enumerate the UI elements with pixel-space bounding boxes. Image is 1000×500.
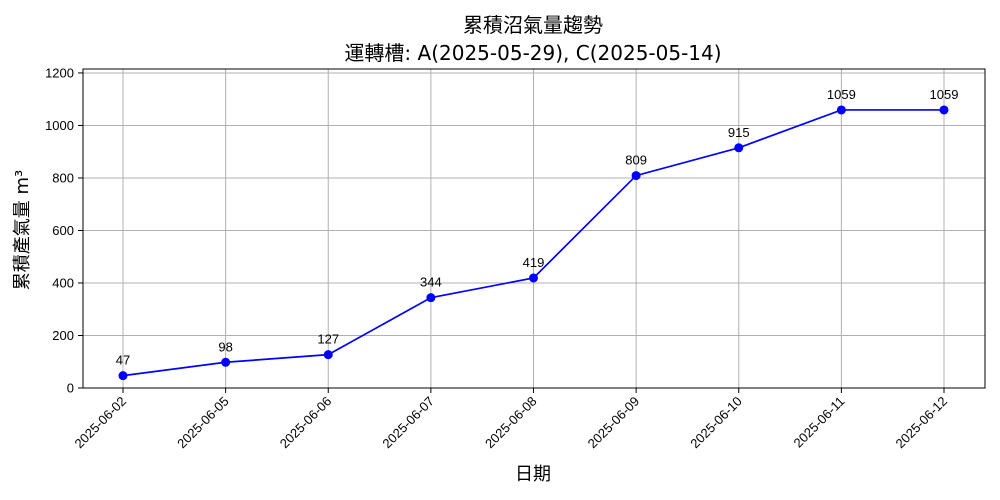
data-point: [221, 357, 231, 367]
x-tick-label: 2025-06-02: [71, 394, 129, 452]
axes: 0 200 400 600 800 1000 1200 2025-06-02 2025-06-0…: [45, 65, 986, 452]
chart-title: 累積沼氣量趨勢: [463, 13, 603, 37]
series: 47 98 127 344 419 809 915 1059 1059: [116, 87, 959, 381]
data-point: [323, 350, 333, 360]
data-label: 47: [116, 353, 130, 368]
y-tick-label: 400: [52, 275, 74, 290]
x-tick-label: 2025-06-05: [174, 394, 232, 452]
data-label: 344: [420, 275, 442, 290]
x-tick-label: 2025-06-06: [277, 394, 335, 452]
x-tick-label: 2025-06-09: [585, 394, 643, 452]
data-point: [939, 105, 949, 115]
x-tick-label: 2025-06-07: [379, 394, 437, 452]
data-point: [734, 143, 744, 153]
data-label: 127: [317, 332, 339, 347]
y-axis-label: 累積產氣量 m³: [12, 170, 33, 290]
x-tick-label: 2025-06-12: [892, 394, 950, 452]
x-tick-label: 2025-06-08: [482, 394, 540, 452]
chart-subtitle: 運轉槽: A(2025-05-29), C(2025-05-14): [344, 41, 721, 65]
y-tick-label: 600: [52, 223, 74, 238]
y-tick-label: 0: [67, 381, 74, 396]
data-label: 915: [728, 125, 750, 140]
x-tick-label: 2025-06-10: [687, 394, 745, 452]
data-label: 419: [523, 255, 545, 270]
data-point: [529, 273, 538, 283]
data-label: 1059: [930, 87, 959, 102]
data-label: 1059: [827, 87, 856, 102]
y-tick-label: 800: [52, 170, 74, 185]
data-point: [836, 105, 846, 115]
y-tick-label: 1200: [45, 65, 74, 80]
data-label: 809: [625, 153, 647, 168]
data-point: [631, 171, 641, 181]
x-tick-label: 2025-06-11: [791, 394, 848, 451]
data-point: [118, 371, 128, 381]
plot-frame: [82, 68, 986, 389]
data-point: [426, 293, 436, 303]
data-label: 98: [218, 339, 232, 354]
y-tick-label: 200: [52, 328, 74, 343]
grid: [83, 69, 985, 389]
x-axis-label: 日期: [515, 464, 551, 485]
y-tick-label: 1000: [45, 118, 74, 133]
